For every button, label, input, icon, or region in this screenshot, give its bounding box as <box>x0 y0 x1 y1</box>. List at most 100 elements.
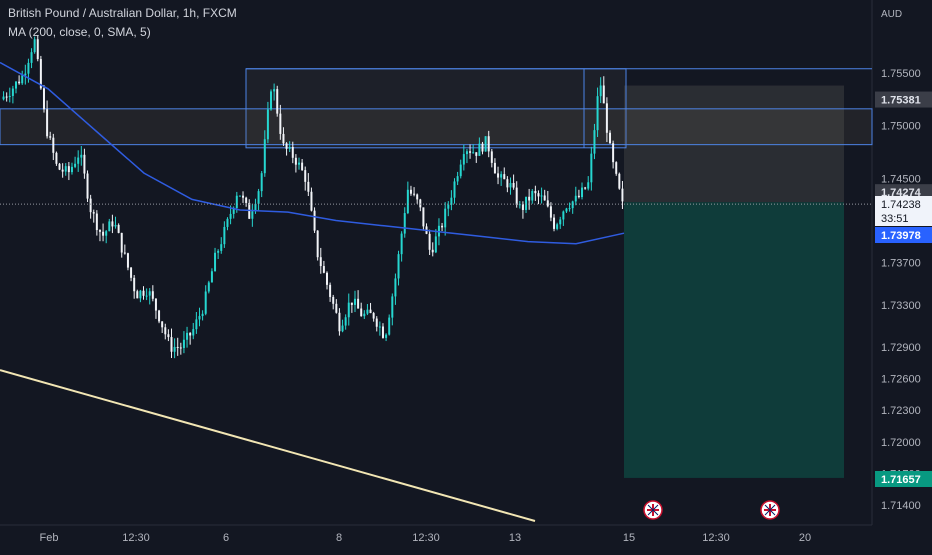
candle-body <box>341 325 344 332</box>
candle <box>621 180 624 210</box>
candle <box>587 176 590 191</box>
symbol-title[interactable]: British Pound / Australian Dollar, 1h, F… <box>8 6 237 20</box>
candle <box>18 75 21 85</box>
candle <box>322 260 325 274</box>
candle-body <box>80 154 83 158</box>
candle-body <box>422 207 425 227</box>
candle <box>543 189 546 201</box>
indicator-label[interactable]: MA (200, close, 0, SMA, 5) <box>8 25 151 39</box>
candle <box>525 196 528 213</box>
candle <box>257 188 260 211</box>
candle-body <box>400 233 403 255</box>
candle-body <box>176 346 179 348</box>
time-tick: Feb <box>40 532 59 544</box>
current-price-bg <box>875 196 932 226</box>
candle-body <box>584 187 587 189</box>
candle-body <box>18 81 21 84</box>
candle <box>593 123 596 160</box>
candle <box>341 319 344 333</box>
candle <box>30 48 33 69</box>
candle-body <box>304 170 307 182</box>
candle-body <box>136 291 139 299</box>
candle-body <box>220 244 223 251</box>
candle-body <box>291 146 294 158</box>
candle-body <box>102 231 105 236</box>
candle <box>92 209 95 223</box>
candle <box>52 133 55 161</box>
candle <box>95 210 98 236</box>
candle <box>285 142 288 156</box>
candle-body <box>428 233 431 250</box>
candle-body <box>500 174 503 178</box>
candle <box>562 210 565 226</box>
price-tick: 1.71400 <box>881 500 921 512</box>
candle-body <box>453 181 456 198</box>
candle-body <box>201 313 204 317</box>
flag-diag-b <box>764 504 776 516</box>
candle-body <box>270 91 273 110</box>
candle <box>102 223 105 242</box>
time-tick: 6 <box>223 532 229 544</box>
candle <box>238 195 241 197</box>
event-flag-icon <box>760 500 780 520</box>
candle-body <box>590 153 593 183</box>
candle <box>151 285 154 302</box>
candle-body <box>77 157 80 164</box>
candle <box>313 207 316 233</box>
candle-body <box>490 151 493 163</box>
candle <box>2 91 5 101</box>
candle-body <box>391 296 394 318</box>
candle-body <box>605 103 608 133</box>
candle <box>189 332 192 345</box>
candle-body <box>518 204 521 206</box>
candle-body <box>288 146 291 149</box>
candle <box>556 222 559 231</box>
candle-body <box>509 182 512 188</box>
candle-body <box>49 136 52 138</box>
candle <box>459 159 462 179</box>
candle <box>179 342 182 355</box>
candle-body <box>192 329 195 336</box>
candle-body <box>381 326 384 338</box>
candle-body <box>549 206 552 218</box>
candle-body <box>36 39 39 60</box>
candle-body <box>232 207 235 214</box>
candle-body <box>459 164 462 177</box>
price-tick: 1.72300 <box>881 405 921 417</box>
candle <box>204 285 207 316</box>
candle <box>214 247 217 272</box>
candle-body <box>276 89 279 114</box>
candle <box>49 131 52 140</box>
candle-body <box>431 249 434 253</box>
candle-body <box>441 225 444 228</box>
candle <box>447 201 450 217</box>
candle <box>500 171 503 186</box>
candle <box>434 229 437 254</box>
candle-body <box>145 295 148 297</box>
candle <box>319 247 322 274</box>
candle-body <box>198 316 201 320</box>
candle-body <box>154 298 157 311</box>
candle-body <box>14 81 17 89</box>
candle <box>83 148 86 179</box>
candle-body <box>372 313 375 319</box>
candle-body <box>67 166 70 173</box>
candle-body <box>546 200 549 207</box>
candle-body <box>512 182 515 188</box>
candle <box>350 302 353 313</box>
candle <box>226 217 229 231</box>
candle <box>397 250 400 286</box>
candle-body <box>52 137 55 153</box>
candle <box>487 130 490 158</box>
candle-body <box>319 257 322 267</box>
candle-body <box>394 278 397 297</box>
candle-body <box>581 187 584 198</box>
candle-body <box>447 204 450 209</box>
candle <box>584 186 587 190</box>
candle <box>506 176 509 193</box>
candle <box>537 190 540 205</box>
candle-body <box>123 252 126 254</box>
candle <box>469 144 472 159</box>
